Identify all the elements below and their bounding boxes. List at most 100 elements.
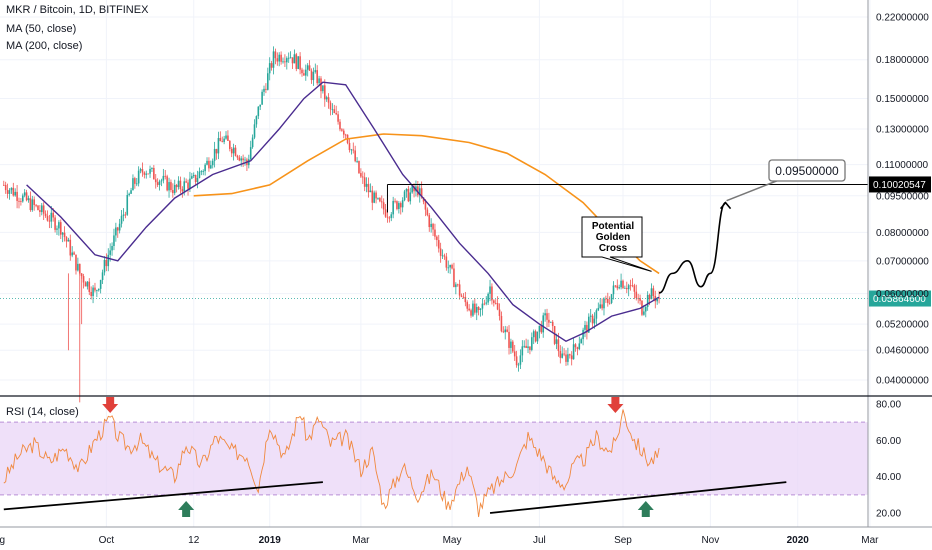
candle-body — [54, 217, 56, 230]
candle-body — [225, 135, 227, 139]
candle-body — [96, 290, 98, 292]
candle-body — [10, 187, 13, 191]
candle-body — [483, 303, 486, 305]
candle-body — [430, 223, 432, 228]
current-price-tag — [869, 290, 931, 307]
candle-body — [122, 214, 125, 216]
candle-body — [202, 171, 205, 172]
x-tick-label: 2019 — [259, 535, 282, 546]
candle-body — [487, 293, 489, 303]
candle-body — [40, 205, 43, 213]
candle-body — [156, 182, 159, 185]
candle-body — [506, 329, 508, 332]
candle-body — [58, 222, 60, 229]
rsi-overbought-oversold-band — [0, 422, 868, 495]
candle-body — [517, 364, 520, 366]
candle-body — [234, 147, 237, 156]
candle-body — [559, 351, 562, 358]
candle-body — [291, 57, 294, 64]
candle-body — [565, 354, 567, 362]
candle-body — [587, 316, 590, 333]
candle-body — [44, 213, 47, 216]
candle-body — [643, 311, 645, 315]
candle-body — [439, 248, 442, 256]
candle-body — [622, 280, 624, 289]
candle-body — [460, 295, 463, 297]
candle-body — [411, 186, 413, 193]
candle-body — [373, 192, 375, 203]
candle-body — [407, 188, 410, 202]
candle-body — [25, 192, 28, 201]
price-tick-label: 0.04000000 — [876, 376, 929, 387]
price-tick-label: 0.13000000 — [876, 125, 929, 136]
candle-body — [601, 304, 603, 309]
candle-body — [401, 200, 404, 208]
candle-body — [196, 177, 199, 183]
candle-body — [286, 58, 288, 63]
candle-body — [183, 181, 186, 192]
candle-body — [86, 281, 89, 287]
ma50-legend: MA (50, close) — [6, 23, 77, 35]
ma50-line — [26, 81, 660, 342]
candle-body — [428, 215, 431, 228]
candle-body — [548, 319, 550, 323]
candle-body — [255, 116, 258, 125]
candle-body — [33, 199, 35, 205]
candle-body — [455, 284, 457, 288]
candle-body — [610, 294, 613, 303]
candle-body — [215, 148, 218, 154]
candle-body — [453, 268, 455, 288]
resistance-value: 0.10020547 — [873, 180, 926, 191]
candle-body — [377, 198, 379, 199]
candle-body — [464, 296, 467, 303]
candle-body — [23, 192, 26, 196]
candle-body — [531, 337, 533, 350]
x-tick-label: Nov — [701, 535, 719, 546]
candle-body — [325, 97, 328, 100]
candle-body — [348, 142, 351, 151]
candle-body — [312, 71, 315, 81]
candle-body — [265, 88, 267, 90]
price-tick-label: 0.22000000 — [876, 13, 929, 24]
candle-body — [69, 239, 72, 256]
candle-body — [608, 302, 611, 304]
candle-body — [187, 182, 189, 189]
candle-body — [335, 112, 337, 115]
candle-body — [595, 310, 598, 319]
candle-body — [567, 354, 569, 362]
candle-body — [570, 355, 573, 360]
candle-body — [597, 307, 600, 311]
candle-body — [115, 227, 117, 236]
candle-body — [4, 185, 7, 191]
rsi-tick-label: 40.00 — [876, 472, 901, 483]
candle-body — [513, 351, 516, 357]
candle-body — [18, 200, 20, 202]
candle-body — [540, 325, 543, 333]
x-tick-label: Jul — [533, 535, 546, 546]
target-callout-text: 0.09500000 — [775, 164, 839, 178]
candle-body — [512, 341, 514, 352]
candle-body — [392, 200, 394, 215]
candle-body — [472, 303, 474, 316]
candle-body — [635, 291, 638, 298]
candle-body — [172, 190, 174, 194]
candle-body — [624, 287, 626, 289]
rsi-path — [3, 409, 660, 518]
candle-body — [493, 300, 495, 303]
candle-body — [137, 170, 140, 184]
candle-body — [84, 282, 87, 287]
candle-body — [369, 190, 372, 193]
candle-body — [261, 91, 263, 105]
golden-cross-label: Cross — [599, 243, 628, 254]
candle-body — [420, 188, 423, 198]
candle-body — [198, 171, 201, 178]
resistance-tag — [869, 176, 931, 193]
bullish-arrow-icon — [637, 501, 654, 517]
candle-body — [173, 184, 176, 194]
candle-body — [63, 232, 66, 238]
candle-body — [284, 61, 286, 63]
candle-body — [314, 70, 317, 72]
current-price-value: 0.05864600 — [873, 294, 926, 305]
candle-body — [481, 303, 484, 309]
candle-body — [508, 331, 510, 348]
